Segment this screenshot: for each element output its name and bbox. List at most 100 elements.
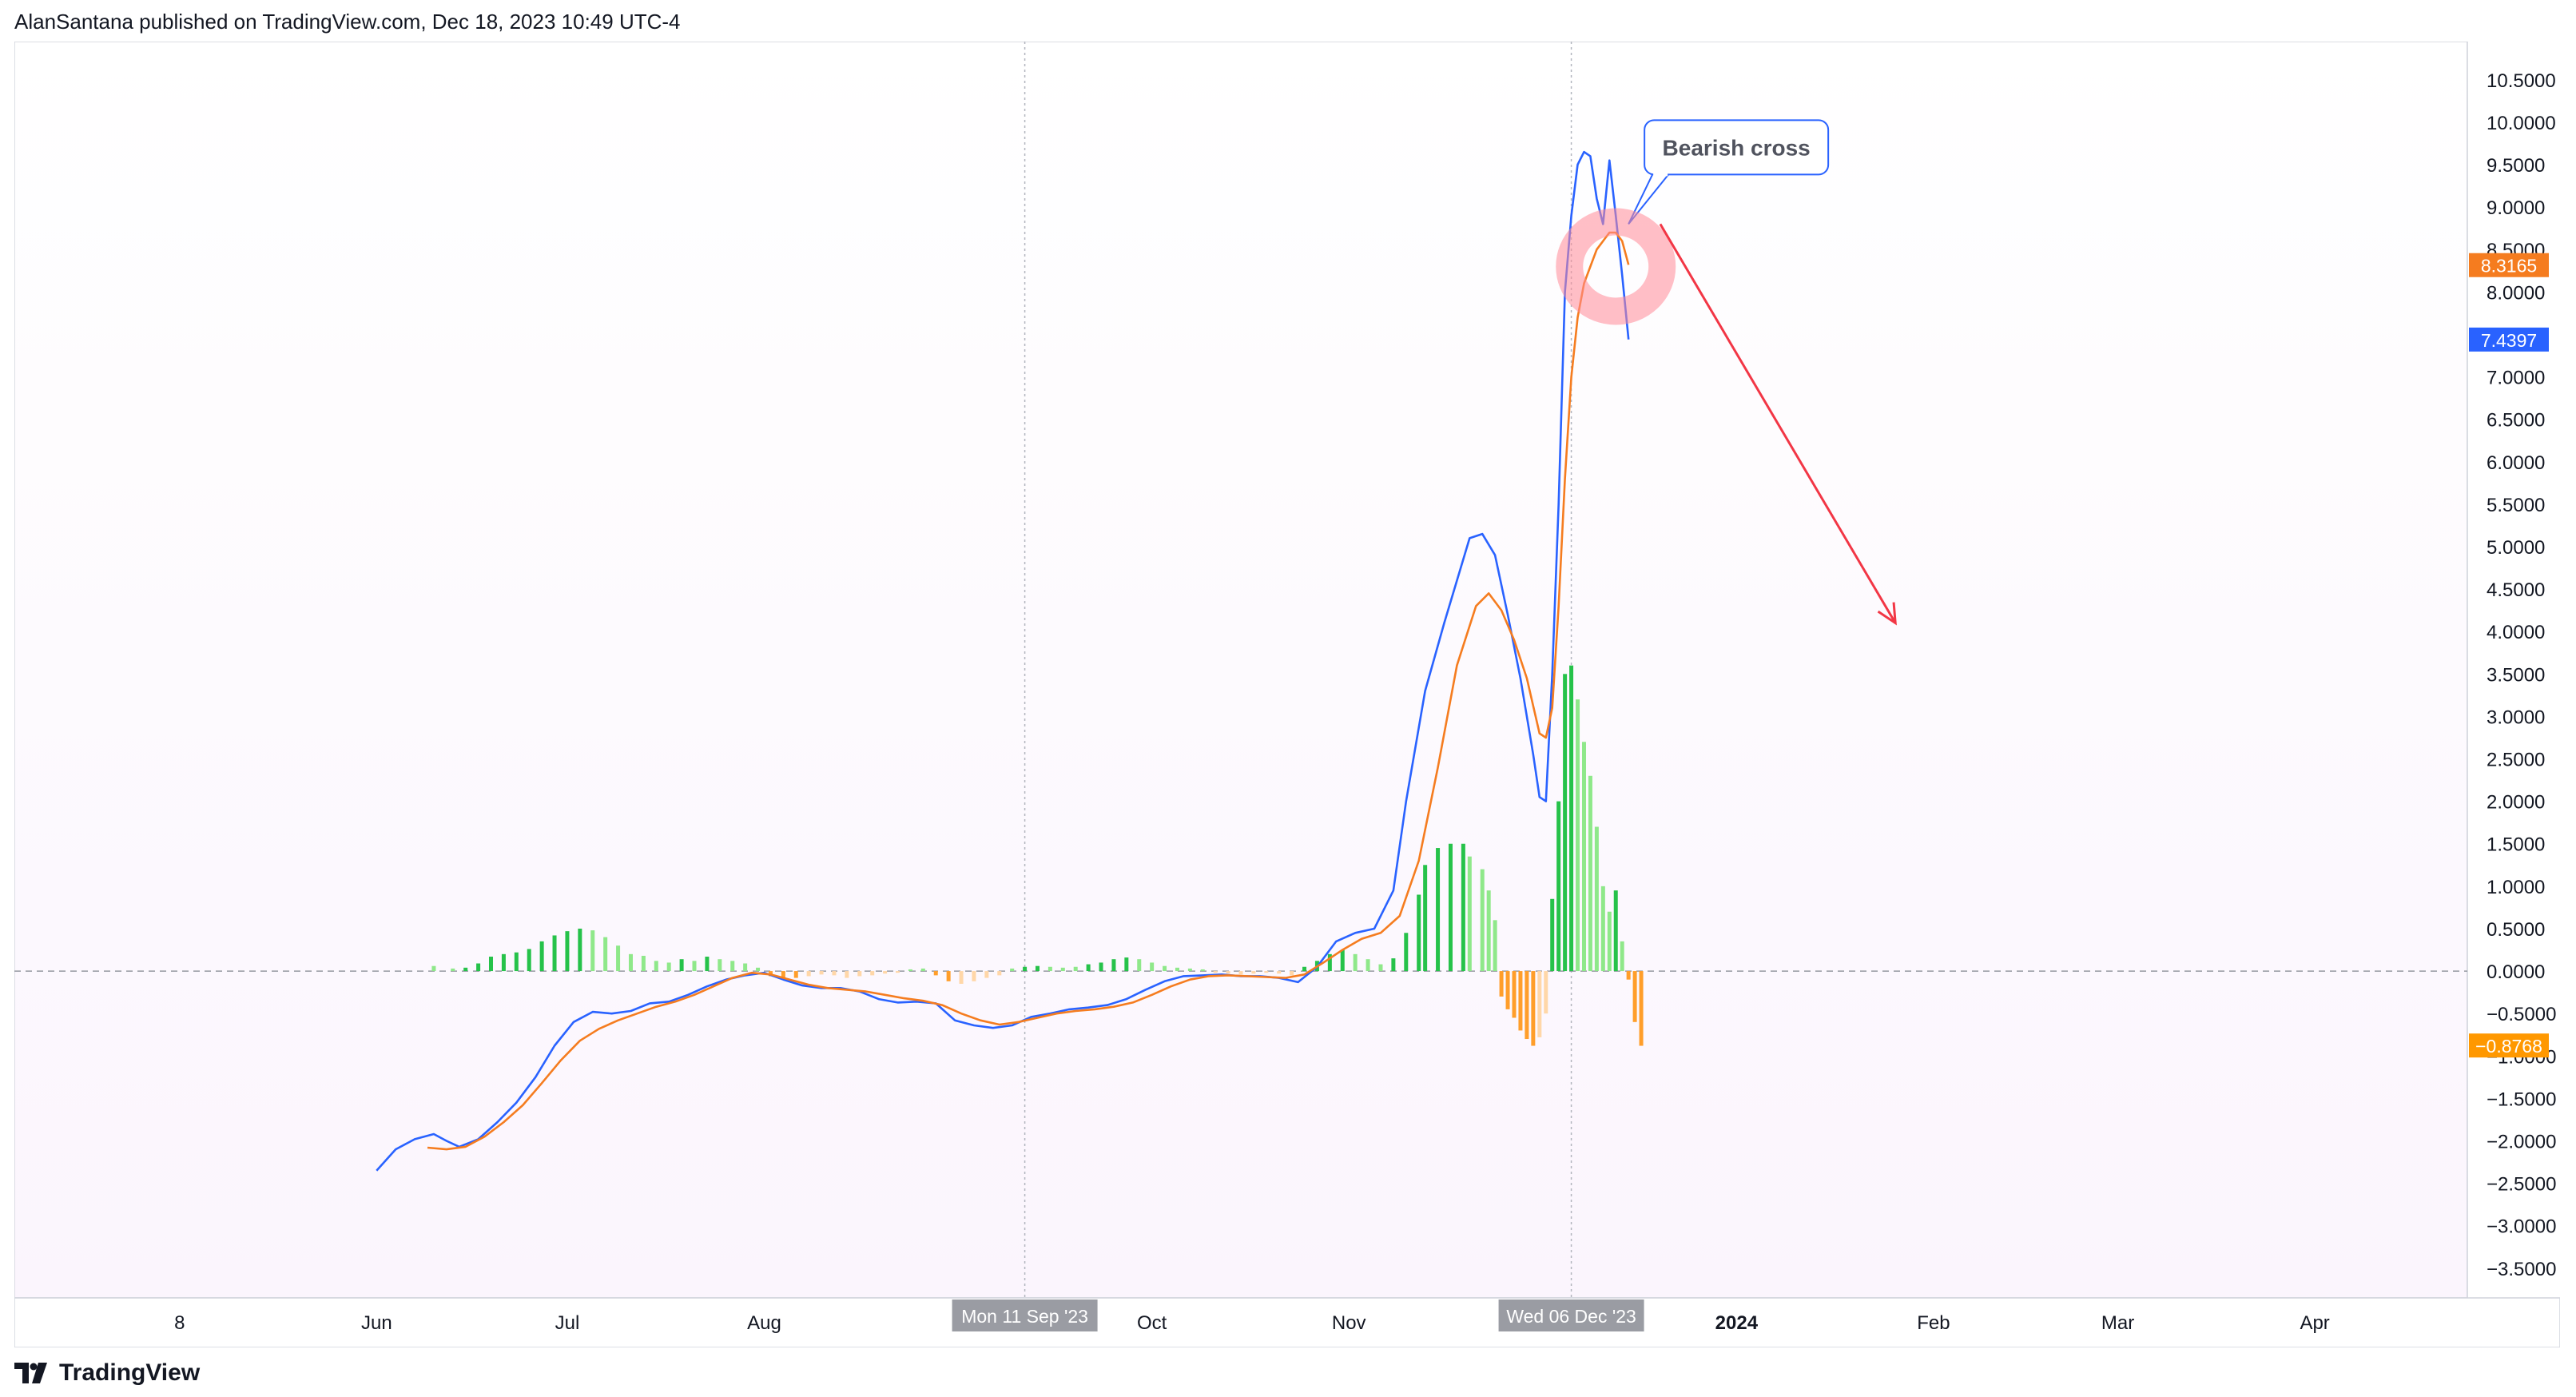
histogram-bar — [1436, 848, 1441, 972]
histogram-bar — [972, 971, 976, 981]
histogram-bar — [705, 957, 710, 972]
histogram-bar — [819, 971, 824, 975]
x-tick-label: Jun — [361, 1312, 392, 1334]
histogram-bar — [679, 959, 684, 972]
histogram-bar — [1251, 971, 1256, 974]
histogram-value-label: −0.8768 — [2475, 1036, 2542, 1057]
histogram-bar — [1417, 894, 1421, 972]
histogram-bar — [539, 941, 544, 972]
histogram-bar — [959, 971, 964, 984]
histogram-bar — [565, 931, 570, 972]
histogram-bar — [1366, 959, 1370, 972]
histogram-bar — [590, 930, 595, 972]
x-tick-label: Aug — [747, 1312, 781, 1334]
histogram-bar — [1150, 962, 1155, 972]
histogram-bar — [1175, 967, 1179, 972]
histogram-bar — [1086, 964, 1091, 972]
histogram-bar — [781, 971, 785, 980]
signal-value-label: 8.3165 — [2481, 256, 2537, 277]
chart-svg[interactable]: Bearish cross 10.5000 10.0000 9.5000 9.0000… — [14, 41, 2561, 1348]
histogram-bar — [628, 953, 633, 972]
histogram-bar — [1581, 742, 1586, 972]
histogram-bar — [641, 955, 646, 972]
y-tick-label: 1.0000 — [2487, 877, 2545, 898]
y-tick-label: 4.0000 — [2487, 622, 2545, 643]
histogram-bar — [845, 971, 849, 978]
macd-line — [376, 150, 1630, 1172]
histogram-bar — [857, 971, 862, 977]
histogram-bar — [1391, 958, 1396, 972]
histogram-bar — [552, 935, 557, 972]
histogram-bar — [1404, 933, 1409, 972]
y-tick-label: 9.0000 — [2487, 197, 2545, 219]
crosshair-date-label: Mon 11 Sep '23 — [961, 1306, 1088, 1327]
histogram-bar — [514, 952, 519, 972]
signal-line — [427, 231, 1630, 1151]
crosshair-date-badge — [1498, 1299, 1644, 1331]
histogram-bar — [463, 967, 468, 972]
histogram-bar — [1163, 965, 1167, 972]
x-tick-label: Jul — [555, 1312, 580, 1334]
histogram-bar — [578, 928, 582, 972]
histogram-bar — [1632, 971, 1637, 1022]
histogram-bar — [501, 953, 506, 972]
y-tick-label: 8.0000 — [2487, 282, 2545, 304]
callout-box[interactable] — [1644, 119, 1830, 176]
histogram-bar — [883, 971, 888, 974]
y-tick-label: −2.5000 — [2487, 1174, 2556, 1196]
histogram-bar — [1525, 971, 1529, 1040]
trend-arrow-line — [1659, 223, 1897, 624]
histogram-bar — [451, 968, 455, 972]
histogram-bar — [1448, 843, 1453, 972]
time-axis-background — [14, 1297, 2561, 1348]
histogram-bar — [756, 967, 761, 972]
price-axis-background — [2467, 42, 2560, 1298]
y-tick-label: 0.0000 — [2487, 961, 2545, 983]
histogram-bar — [1493, 920, 1497, 972]
histogram-bar — [1023, 966, 1028, 972]
histogram-bar — [1461, 843, 1465, 972]
histogram-bar — [920, 968, 925, 972]
histogram-bar — [730, 961, 735, 972]
histogram-bar — [1594, 826, 1599, 972]
histogram-bar — [1639, 971, 1644, 1046]
histogram-bar — [832, 971, 837, 976]
histogram-bar — [692, 961, 697, 972]
histogram-bar — [793, 971, 798, 978]
histogram-bar — [666, 962, 671, 972]
y-tick-label: −3.0000 — [2487, 1216, 2556, 1238]
histogram-bar — [489, 957, 494, 972]
x-tick-label: 8 — [174, 1312, 185, 1334]
y-tick-label: 2.0000 — [2487, 792, 2545, 814]
histogram-bar — [997, 971, 1002, 976]
x-tick-label: Mar — [2101, 1312, 2134, 1334]
y-tick-label: 4.5000 — [2487, 579, 2545, 601]
histogram-bar — [1531, 971, 1536, 1046]
histogram-bar — [1505, 971, 1510, 1009]
publisher-header: AlanSantana published on TradingView.com… — [14, 10, 681, 34]
histogram-bar — [1607, 911, 1612, 972]
footer: TradingView — [14, 1355, 200, 1391]
y-tick-label: 10.0000 — [2487, 113, 2556, 134]
callout-text: Bearish cross — [1663, 135, 1811, 160]
x-tick-label: Apr — [2300, 1312, 2329, 1334]
highlight-circle — [1556, 208, 1676, 325]
y-tick-label: −0.5000 — [2487, 1004, 2556, 1025]
histogram-bar — [1537, 971, 1542, 1037]
histogram-bar — [1200, 969, 1205, 972]
histogram-bar — [908, 969, 912, 972]
histogram-bar — [431, 965, 436, 972]
macd-value-label: 7.4397 — [2481, 330, 2537, 351]
histogram-bar — [1486, 890, 1491, 972]
histogram-bar — [1302, 966, 1307, 972]
histogram-value-badge — [2469, 1033, 2549, 1058]
histogram-bar — [1073, 966, 1078, 972]
y-tick-label: 6.0000 — [2487, 452, 2545, 474]
x-tick-label: 2024 — [1715, 1312, 1759, 1334]
y-tick-label: 0.5000 — [2487, 919, 2545, 941]
y-tick-label: 10.5000 — [2487, 70, 2556, 92]
histogram-bar — [1467, 856, 1472, 972]
histogram-bar — [1060, 967, 1065, 972]
y-tick-label: 9.5000 — [2487, 155, 2545, 177]
macd-chart[interactable]: Bearish cross 10.5000 10.0000 9.5000 9.0000… — [14, 41, 2561, 1348]
